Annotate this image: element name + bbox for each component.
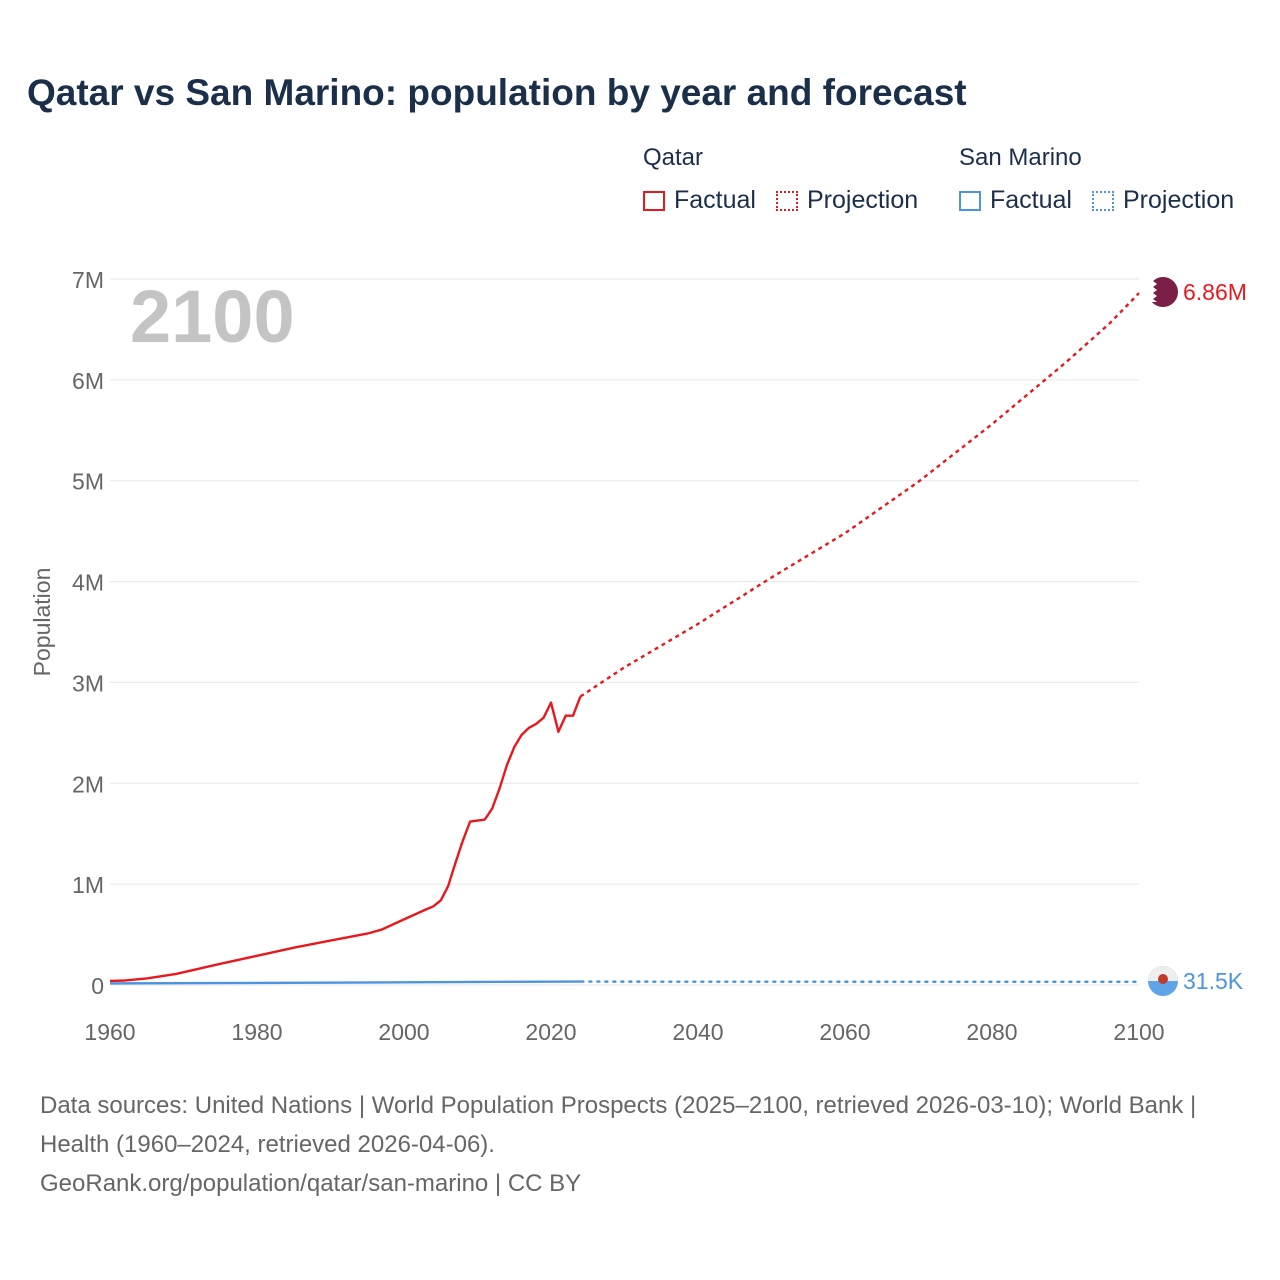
qatar-flag-icon <box>1148 277 1178 307</box>
source-link[interactable]: GeoRank.org/population/qatar/san-marino … <box>40 1170 582 1197</box>
x-tick-label: 2060 <box>819 1019 870 1045</box>
legend-swatch-solid-icon <box>959 190 981 211</box>
y-tick-label: 3M <box>72 670 104 696</box>
legend-swatch-dotted-icon <box>1092 190 1114 211</box>
legend-label: Projection <box>807 186 919 214</box>
legend-swatch-solid-icon <box>643 190 665 211</box>
chart-title: Qatar vs San Marino: population by year … <box>27 72 967 113</box>
data-sources: Data sources: United Nations | World Pop… <box>40 1086 1240 1203</box>
y-tick-label: 2M <box>72 771 104 797</box>
y-tick-label: 5M <box>72 469 104 495</box>
x-tick-label: 1960 <box>84 1019 135 1045</box>
x-tick-label: 2040 <box>672 1019 723 1045</box>
legend-swatch-dotted-icon <box>776 190 798 211</box>
y-tick-label: 7M <box>72 267 104 293</box>
legend-qatar-factual[interactable]: Factual <box>643 186 756 215</box>
y-tick-label: 6M <box>72 368 104 394</box>
san-marino-factual-line[interactable] <box>109 980 581 985</box>
x-tick-label: 1980 <box>231 1019 282 1045</box>
legend-label: Factual <box>674 186 756 214</box>
source-line-1: Data sources: United Nations | World Pop… <box>40 1092 1197 1158</box>
y-tick-label: 1M <box>72 872 104 898</box>
legend-san-marino-projection[interactable]: Projection <box>1092 186 1234 215</box>
x-tick-label: 2080 <box>966 1019 1017 1045</box>
x-tick-label: 2000 <box>378 1019 429 1045</box>
qatar-projection-line[interactable] <box>579 292 1140 698</box>
x-tick-label: 2100 <box>1113 1019 1164 1045</box>
legend-san-marino-factual[interactable]: Factual <box>959 186 1072 215</box>
san-marino-end-label: 31.5K <box>1183 968 1244 994</box>
y-axis-label: Population <box>29 568 55 677</box>
legend-label: Factual <box>990 186 1072 214</box>
legend-label: Projection <box>1123 186 1235 214</box>
legend-qatar-projection[interactable]: Projection <box>776 186 918 215</box>
x-tick-label: 2020 <box>525 1019 576 1045</box>
y-tick-label: 0 <box>91 973 104 999</box>
legend-group-qatar: Qatar <box>643 144 704 171</box>
qatar-end-label: 6.86M <box>1183 279 1247 305</box>
y-tick-label: 4M <box>72 570 104 596</box>
legend-group-san-marino: San Marino <box>959 144 1082 171</box>
population-chart: 2100 Population 0 1M 2M 3M 4M 5M 6M 7M 1960 1980… <box>29 267 1247 1045</box>
year-watermark: 2100 <box>130 275 295 358</box>
san-marino-flag-icon <box>1148 966 1178 996</box>
qatar-factual-line[interactable] <box>109 696 582 983</box>
